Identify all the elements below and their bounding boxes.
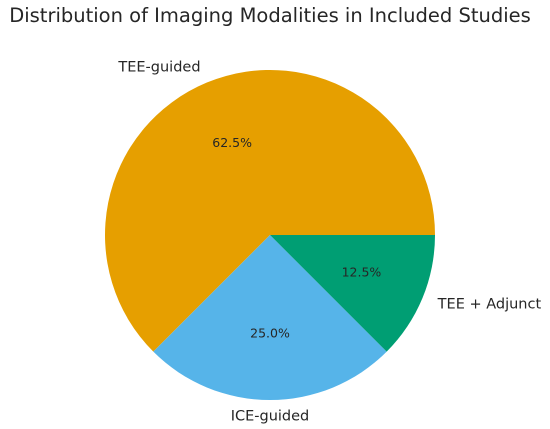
pie-slices (104, 69, 436, 400)
slice-label-ice-guided: ICE-guided (231, 409, 310, 425)
pie-slice-tee-adjunct (270, 235, 435, 352)
slice-percent-tee-guided: 62.5% (212, 135, 252, 150)
pie-slice-ice-guided (153, 235, 387, 400)
pie-slice-tee-guided (104, 69, 436, 352)
slice-percent-ice-guided: 25.0% (250, 326, 290, 341)
chart-title: Distribution of Imaging Modalities in In… (9, 4, 531, 27)
slice-label-tee-adjunct: TEE + Adjunct (437, 296, 542, 312)
pie-labels: TEE-guided 62.5% ICE-guided 25.0% TEE + Adju… (117, 59, 541, 424)
slice-label-tee-guided: TEE-guided (117, 59, 200, 75)
slice-percent-tee-adjunct: 12.5% (342, 264, 382, 279)
